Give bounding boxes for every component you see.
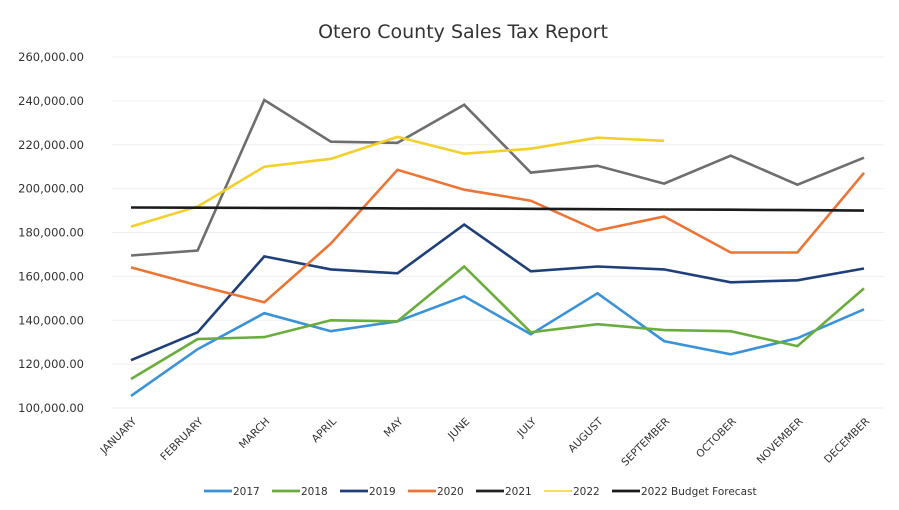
series-2019 [130,223,865,362]
x-tick-label: JANUARY [98,415,140,457]
legend-label: 2022 Budget Forecast [641,486,757,498]
series-2022-budget-forecast [130,206,865,212]
legend-item: 2018 [272,486,328,498]
y-tick-label: 220,000.00 [18,138,84,152]
x-tick-label: FEBRUARY [158,415,206,463]
legend-label: 2021 [505,486,532,498]
y-tick-label: 260,000.00 [18,50,84,64]
x-tick-label: MAY [382,415,406,439]
series-line [130,223,865,362]
y-tick-label: 100,000.00 [18,401,84,415]
legend-item: 2017 [204,486,260,498]
series-line [130,291,865,397]
series-lines [130,98,865,397]
legend-label: 2018 [301,486,328,498]
x-tick-label: DECEMBER [822,416,872,466]
x-tick-label: NOVEMBER [755,416,806,467]
legend-item: 2022 Budget Forecast [612,486,757,498]
y-axis-tick-labels: 100,000.00 120,000.00 140,000.00 160,000.00… [18,50,84,415]
x-tick-label: JUNE [445,416,472,443]
series-line [130,264,865,381]
series-line [130,98,865,257]
series-2022 [130,135,665,228]
series-2020 [130,168,865,304]
gridlines [112,56,884,409]
series-2021 [130,98,865,257]
x-tick-label: AUGUST [566,415,606,455]
series-line [130,206,865,212]
legend-label: 2019 [369,486,396,498]
legend-label: 2020 [437,486,464,498]
x-axis-tick-labels: JANUARY FEBRUARY MARCH APRIL MAY JUNE JULY AUGU… [98,415,873,468]
y-tick-label: 160,000.00 [18,269,84,283]
x-tick-label: JULY [514,415,539,440]
legend-item: 2021 [476,486,532,498]
series-2017 [130,291,865,397]
series-line [130,168,865,304]
chart-title: Otero County Sales Tax Report [318,21,608,43]
x-tick-label: MARCH [237,416,273,452]
legend-label: 2017 [233,486,260,498]
legend-item: 2022 [544,486,600,498]
legend-item: 2019 [340,486,396,498]
y-tick-label: 200,000.00 [18,182,84,196]
y-tick-label: 180,000.00 [18,226,84,240]
y-tick-label: 240,000.00 [18,94,84,108]
legend-label: 2022 [573,486,600,498]
series-line [130,135,665,228]
x-tick-label: OCTOBER [694,416,739,461]
legend-item: 2020 [408,486,464,498]
legend: 2017 2018 2019 2020 2021 2022 2022 Budget Fore… [204,486,757,498]
x-tick-label: APRIL [309,416,339,446]
y-tick-label: 120,000.00 [18,357,84,371]
y-tick-label: 140,000.00 [18,313,84,327]
series-2018 [130,264,865,381]
x-tick-label: SEPTEMBER [619,416,672,469]
